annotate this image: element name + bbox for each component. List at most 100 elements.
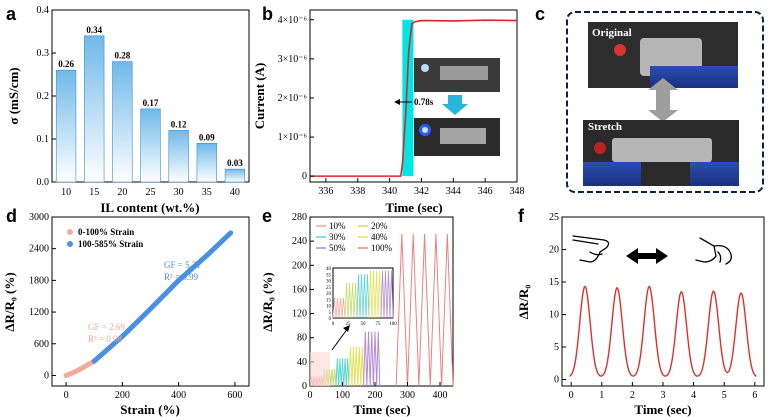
chart-e-inset-ytick: 15 bbox=[326, 298, 332, 303]
chart-e-ytick-label: 200 bbox=[292, 260, 307, 271]
chart-b-ytick-label: 1×10⁻⁶ bbox=[278, 132, 308, 143]
chart-e-series-line bbox=[335, 358, 350, 387]
chart-a-bar bbox=[168, 130, 189, 183]
chart-e-inset-ytick: 25 bbox=[326, 286, 332, 291]
chart-d-ytick-label: 1800 bbox=[29, 275, 49, 286]
chart-a-ylabel: σ (mS/cm) bbox=[6, 67, 21, 124]
chart-e-inset-ytick: 35 bbox=[326, 273, 332, 278]
chart-a: 0.26 0.34 0.28 0.17 0.12 0.09 0.03 0.0 0.1 0.2 0.… bbox=[6, 5, 250, 215]
chart-b-xlabel: Time (sec) bbox=[385, 200, 442, 215]
chart-e-inset-xtick: 25 bbox=[346, 322, 352, 327]
chart-a-ytick-label: 0.2 bbox=[37, 91, 50, 102]
panel-label-c: c bbox=[535, 4, 545, 24]
chart-a-bar-value: 0.12 bbox=[171, 119, 187, 129]
photo-original-glove bbox=[650, 66, 738, 88]
chart-d-xlabel: Strain (%) bbox=[120, 402, 180, 417]
chart-d-r2-low: R² = 0.98 bbox=[88, 334, 123, 344]
chart-a-ytick-label: 0.1 bbox=[37, 134, 50, 145]
chart-e-inset-line bbox=[356, 274, 370, 319]
chart-d-series-high bbox=[91, 230, 234, 364]
chart-e-xtick-label: 200 bbox=[368, 390, 383, 401]
chart-d-ytick-label: 600 bbox=[34, 339, 49, 350]
chart-f-ytick-label: 0 bbox=[554, 375, 559, 386]
chart-a-bar-value: 0.09 bbox=[199, 132, 215, 142]
chart-f-ytick-label: 5 bbox=[554, 342, 559, 353]
chart-e-xlabel: Time (sec) bbox=[353, 402, 410, 417]
panel-label-f: f bbox=[518, 206, 525, 226]
chart-b-led-off-photo bbox=[414, 58, 500, 92]
chart-e-frame bbox=[309, 216, 454, 387]
chart-e-legend-label: 40% bbox=[371, 232, 388, 242]
chart-b-xtick-label: 342 bbox=[414, 186, 429, 197]
photo-stretch-led bbox=[594, 142, 606, 154]
chart-e-legend-label: 20% bbox=[371, 221, 388, 231]
chart-b-down-arrow bbox=[442, 95, 468, 115]
photo-panel-c: Original Stretch bbox=[566, 11, 764, 193]
chart-b-xtick-label: 344 bbox=[446, 186, 461, 197]
chart-d-ytick-label: 3000 bbox=[29, 212, 49, 223]
chart-a-bar bbox=[55, 69, 77, 183]
chart-a-bar-value: 0.17 bbox=[143, 98, 159, 108]
chart-e-inset-xtick: 100 bbox=[389, 322, 397, 327]
chart-a-bar-value: 0.34 bbox=[86, 25, 102, 35]
chart-e-series-line bbox=[363, 331, 381, 387]
chart-e-inset-ytick: 0 bbox=[329, 317, 332, 322]
photo-panel-c-border bbox=[566, 11, 764, 193]
chart-e-ytick-label: 0 bbox=[302, 381, 307, 392]
chart-f-frame bbox=[561, 216, 765, 387]
chart-a-bar-value: 0.03 bbox=[227, 158, 243, 168]
chart-d-legend-marker-0 bbox=[67, 229, 73, 235]
chart-a-xtick-label: 40 bbox=[230, 187, 240, 198]
chart-f-xtick-label: 6 bbox=[752, 390, 757, 401]
chart-b-xtick-label: 338 bbox=[350, 186, 365, 197]
chart-f-ylabel: ΔR/R₀ bbox=[516, 285, 531, 320]
chart-a-xtick-label: 15 bbox=[89, 187, 99, 198]
panel-label-e: e bbox=[262, 206, 272, 226]
chart-b-ytick-label: 2×10⁻⁶ bbox=[278, 93, 308, 104]
chart-b-annotation: 0.78s bbox=[414, 97, 434, 107]
chart-f-ytick-label: 10 bbox=[549, 310, 559, 321]
chart-e-xtick-label: 0 bbox=[308, 390, 313, 401]
chart-e-inset-xtick: 0 bbox=[332, 322, 335, 327]
chart-d-gf-low: GF = 2.69 bbox=[88, 322, 125, 332]
chart-a-xtick-label: 10 bbox=[61, 187, 71, 198]
chart-e-inset-ytick: 10 bbox=[326, 305, 332, 310]
chart-d-xtick-label: 600 bbox=[227, 390, 242, 401]
chart-d-ylabel: ΔR/R₀ (%) bbox=[2, 272, 17, 331]
chart-b: 0 1×10⁻⁶ 2×10⁻⁶ 3×10⁻⁶ 4×10⁻⁶ 336 338 340 342 34… bbox=[252, 9, 525, 215]
chart-e-zoom-arrowhead bbox=[343, 325, 350, 332]
chart-e-xtick-label: 400 bbox=[433, 390, 448, 401]
chart-a-bar-value: 0.28 bbox=[114, 51, 130, 61]
finger-bent-icon bbox=[695, 237, 732, 265]
chart-d-ytick-label: 2400 bbox=[29, 244, 49, 255]
chart-a-ytick-label: 0.0 bbox=[37, 177, 50, 188]
chart-b-ylabel: Current (A) bbox=[252, 63, 267, 130]
chart-b-frame bbox=[309, 9, 518, 183]
chart-f-xlabel: Time (sec) bbox=[634, 402, 691, 417]
chart-d-frame bbox=[51, 216, 250, 387]
chart-b-led-on-photo bbox=[414, 118, 500, 156]
chart-f-ytick-label: 15 bbox=[549, 277, 559, 288]
chart-d-legend-marker-1 bbox=[67, 241, 73, 247]
chart-b-xtick-label: 336 bbox=[318, 186, 333, 197]
chart-e-inset-ytick: 30 bbox=[326, 280, 332, 285]
chart-a-xtick-label: 25 bbox=[146, 187, 156, 198]
chart-f-xtick-label: 0 bbox=[569, 390, 574, 401]
chart-e-zoom-arrow bbox=[331, 327, 349, 351]
chart-e-inset-line bbox=[368, 270, 382, 319]
chart-f-xtick-label: 5 bbox=[722, 390, 727, 401]
chart-a-bar-value: 0.26 bbox=[58, 59, 74, 69]
chart-e-ytick-label: 40 bbox=[297, 357, 307, 368]
chart-e-inset-line bbox=[332, 297, 346, 319]
chart-b-arrowhead bbox=[394, 99, 400, 105]
finger-straight-icon bbox=[572, 235, 610, 263]
photo-original-led bbox=[614, 44, 626, 56]
photo-stretch-glove-right bbox=[690, 162, 739, 186]
bend-double-arrow-icon bbox=[626, 248, 668, 264]
chart-d-legend-1: 100-585% Strain bbox=[78, 239, 143, 249]
chart-d: 0 600 1200 1800 2400 3000 0 200 400 600 0-100% S… bbox=[2, 212, 250, 417]
chart-b-ytick-label: 4×10⁻⁶ bbox=[278, 15, 308, 26]
chart-d-gf-high: GF = 5.21 bbox=[164, 260, 201, 270]
chart-a-bar bbox=[224, 168, 246, 183]
